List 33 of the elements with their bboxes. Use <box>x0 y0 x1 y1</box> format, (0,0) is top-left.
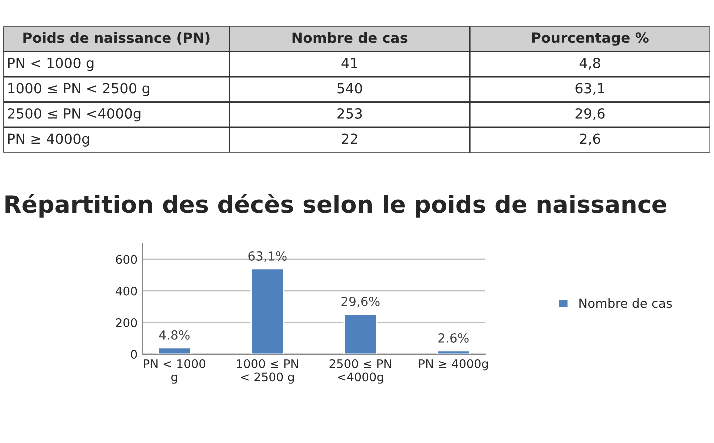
text: 4,8 <box>580 58 600 70</box>
text: 540 <box>338 83 362 94</box>
category-label: Poids de naissance (PN) <box>24 32 210 45</box>
annotation: 63,1% <box>248 252 287 262</box>
category-label: Pourcentage % <box>532 32 649 46</box>
bar <box>158 347 192 354</box>
x-tick-label: 1000 ≤ PN < 2500 g <box>237 359 298 384</box>
y-tick-label: 400 <box>116 286 138 296</box>
y-tick-label: 200 <box>116 318 138 328</box>
y-tick-label: 600 <box>116 255 138 264</box>
text: 63,1 <box>576 83 604 96</box>
text: 41 <box>342 58 358 68</box>
x-tick-label: PN ≥ 4000g <box>419 359 488 371</box>
y-tick-label: 0 <box>131 350 138 360</box>
legend-label: Nombre de cas <box>580 298 672 308</box>
text: 2,6 <box>580 134 600 146</box>
category-label: Nombre de cas <box>292 32 408 44</box>
annotation: 4.8% <box>159 330 190 340</box>
annotation: 2.6% <box>438 333 469 343</box>
text: 253 <box>338 108 362 119</box>
text: PN ≥ 4000g <box>8 134 90 147</box>
x-tick-label: PN < 1000 g <box>144 359 206 384</box>
bar <box>250 268 285 354</box>
text: 2500 ≤ PN <4000g <box>8 108 141 122</box>
bar <box>436 350 471 354</box>
text: 1000 ≤ PN < 2500 g <box>8 83 150 96</box>
annotation: 29,6% <box>342 296 380 308</box>
text: 22 <box>342 134 358 144</box>
text: 29,6 <box>576 108 605 120</box>
chart-title: Répartition des décès selon le poids de naissance <box>6 194 666 218</box>
text: PN < 1000 g <box>8 58 94 72</box>
x-tick-label: 2500 ≤ PN <4000g <box>330 359 392 384</box>
bar <box>344 314 378 354</box>
